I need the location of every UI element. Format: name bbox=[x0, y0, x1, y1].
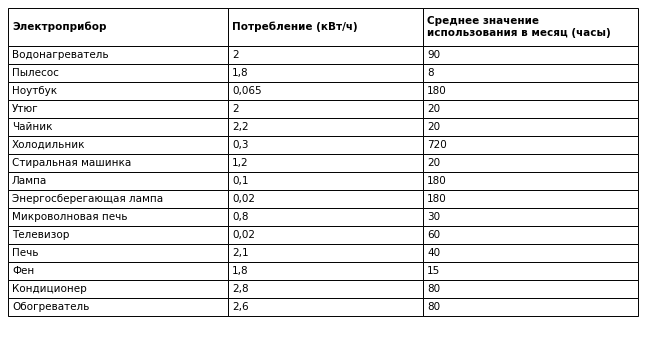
Text: 2,8: 2,8 bbox=[232, 284, 248, 294]
Bar bbox=[423, 208, 638, 226]
Bar bbox=[423, 82, 638, 100]
Bar bbox=[423, 280, 638, 298]
Bar bbox=[228, 208, 423, 226]
Text: 2,6: 2,6 bbox=[232, 302, 248, 312]
Bar bbox=[228, 64, 423, 82]
Text: 1,8: 1,8 bbox=[232, 266, 248, 276]
Bar bbox=[423, 64, 638, 82]
Bar bbox=[228, 82, 423, 100]
Text: Обогреватель: Обогреватель bbox=[12, 302, 90, 312]
Bar bbox=[423, 100, 638, 118]
Bar bbox=[8, 208, 228, 226]
Text: Телевизор: Телевизор bbox=[12, 230, 70, 240]
Text: Утюг: Утюг bbox=[12, 104, 38, 114]
Text: 20: 20 bbox=[427, 122, 440, 132]
Text: Пылесос: Пылесос bbox=[12, 68, 59, 78]
Bar bbox=[8, 118, 228, 136]
Text: Лампа: Лампа bbox=[12, 176, 47, 186]
Bar bbox=[8, 82, 228, 100]
Bar bbox=[228, 244, 423, 262]
Bar bbox=[228, 262, 423, 280]
Bar bbox=[423, 190, 638, 208]
Bar bbox=[8, 226, 228, 244]
Text: Фен: Фен bbox=[12, 266, 34, 276]
Bar bbox=[228, 8, 423, 46]
Text: 0,8: 0,8 bbox=[232, 212, 248, 222]
Text: Потребление (кВт/ч): Потребление (кВт/ч) bbox=[232, 22, 358, 32]
Bar bbox=[423, 154, 638, 172]
Bar bbox=[228, 118, 423, 136]
Bar bbox=[423, 8, 638, 46]
Text: 0,065: 0,065 bbox=[232, 86, 261, 96]
Text: Среднее значение
использования в месяц (часы): Среднее значение использования в месяц (… bbox=[427, 16, 611, 38]
Text: 1,8: 1,8 bbox=[232, 68, 248, 78]
Bar bbox=[8, 244, 228, 262]
Text: 15: 15 bbox=[427, 266, 440, 276]
Text: 80: 80 bbox=[427, 284, 440, 294]
Bar bbox=[8, 136, 228, 154]
Text: 2,1: 2,1 bbox=[232, 248, 248, 258]
Text: Кондиционер: Кондиционер bbox=[12, 284, 86, 294]
Text: Чайник: Чайник bbox=[12, 122, 53, 132]
Bar bbox=[8, 100, 228, 118]
Text: 20: 20 bbox=[427, 158, 440, 168]
Text: 2,2: 2,2 bbox=[232, 122, 248, 132]
Bar bbox=[8, 8, 228, 46]
Bar bbox=[228, 154, 423, 172]
Text: 30: 30 bbox=[427, 212, 440, 222]
Text: Микроволновая печь: Микроволновая печь bbox=[12, 212, 127, 222]
Text: 0,02: 0,02 bbox=[232, 194, 255, 204]
Bar bbox=[8, 190, 228, 208]
Text: 20: 20 bbox=[427, 104, 440, 114]
Text: Электроприбор: Электроприбор bbox=[12, 22, 107, 32]
Text: 40: 40 bbox=[427, 248, 440, 258]
Text: Водонагреватель: Водонагреватель bbox=[12, 50, 109, 60]
Text: Стиральная машинка: Стиральная машинка bbox=[12, 158, 131, 168]
Bar bbox=[8, 262, 228, 280]
Text: 90: 90 bbox=[427, 50, 440, 60]
Text: 180: 180 bbox=[427, 176, 447, 186]
Bar bbox=[228, 172, 423, 190]
Bar bbox=[423, 172, 638, 190]
Bar bbox=[8, 298, 228, 316]
Bar bbox=[8, 154, 228, 172]
Bar bbox=[228, 100, 423, 118]
Text: 180: 180 bbox=[427, 194, 447, 204]
Bar bbox=[228, 226, 423, 244]
Text: 2: 2 bbox=[232, 104, 239, 114]
Text: 0,1: 0,1 bbox=[232, 176, 248, 186]
Bar bbox=[8, 172, 228, 190]
Bar bbox=[423, 226, 638, 244]
Text: 180: 180 bbox=[427, 86, 447, 96]
Bar bbox=[8, 280, 228, 298]
Text: 0,02: 0,02 bbox=[232, 230, 255, 240]
Bar bbox=[228, 280, 423, 298]
Bar bbox=[423, 46, 638, 64]
Bar bbox=[423, 244, 638, 262]
Bar bbox=[228, 46, 423, 64]
Bar bbox=[423, 262, 638, 280]
Bar bbox=[423, 118, 638, 136]
Bar bbox=[228, 136, 423, 154]
Bar bbox=[228, 298, 423, 316]
Text: Энергосберегающая лампа: Энергосберегающая лампа bbox=[12, 194, 163, 204]
Bar bbox=[423, 136, 638, 154]
Text: Ноутбук: Ноутбук bbox=[12, 86, 57, 96]
Text: 8: 8 bbox=[427, 68, 434, 78]
Bar bbox=[228, 190, 423, 208]
Bar bbox=[8, 64, 228, 82]
Text: Холодильник: Холодильник bbox=[12, 140, 86, 150]
Text: 0,3: 0,3 bbox=[232, 140, 248, 150]
Text: 60: 60 bbox=[427, 230, 440, 240]
Text: 1,2: 1,2 bbox=[232, 158, 248, 168]
Text: 2: 2 bbox=[232, 50, 239, 60]
Bar bbox=[423, 298, 638, 316]
Text: 80: 80 bbox=[427, 302, 440, 312]
Text: Печь: Печь bbox=[12, 248, 38, 258]
Bar bbox=[8, 46, 228, 64]
Text: 720: 720 bbox=[427, 140, 447, 150]
